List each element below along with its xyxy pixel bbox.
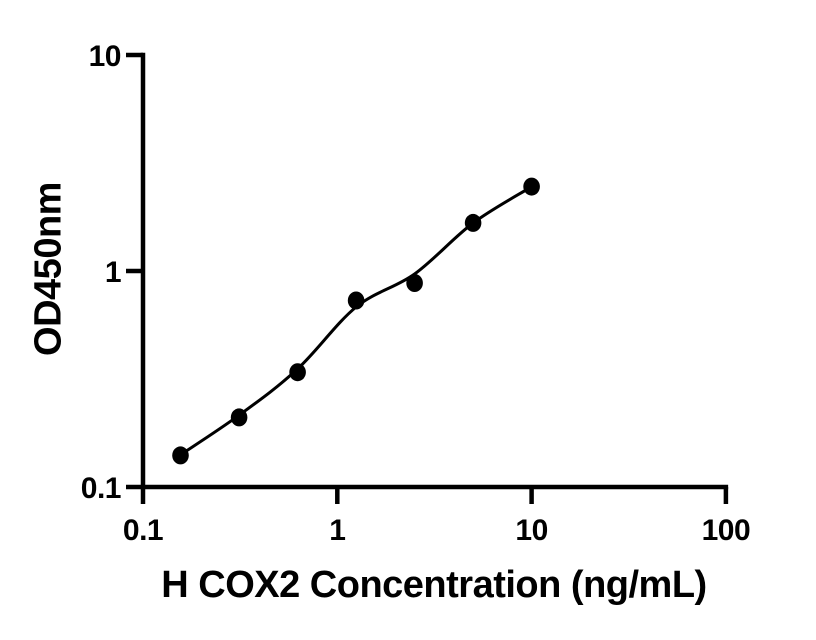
- x-axis-title: H COX2 Concentration (ng/mL): [161, 564, 706, 606]
- x-tick-label: 1: [329, 514, 345, 547]
- x-tick-label: 10: [515, 514, 547, 547]
- x-tick-label: 100: [702, 514, 751, 547]
- data-point: [289, 363, 306, 382]
- y-tick-label: 0.1: [81, 472, 121, 505]
- chart-generated-layer: 0.1 1 10 100 0.1 1 10: [81, 40, 751, 547]
- data-point: [406, 274, 423, 292]
- y-axis-title: OD450nm: [28, 182, 70, 356]
- data-point: [172, 446, 189, 465]
- x-tick-label: 0.1: [123, 514, 163, 547]
- data-point: [347, 291, 365, 310]
- data-point: [464, 213, 482, 232]
- y-tick-label: 10: [89, 40, 121, 73]
- data-point: [230, 408, 248, 427]
- data-point: [523, 177, 540, 196]
- y-tick-label: 1: [105, 256, 121, 289]
